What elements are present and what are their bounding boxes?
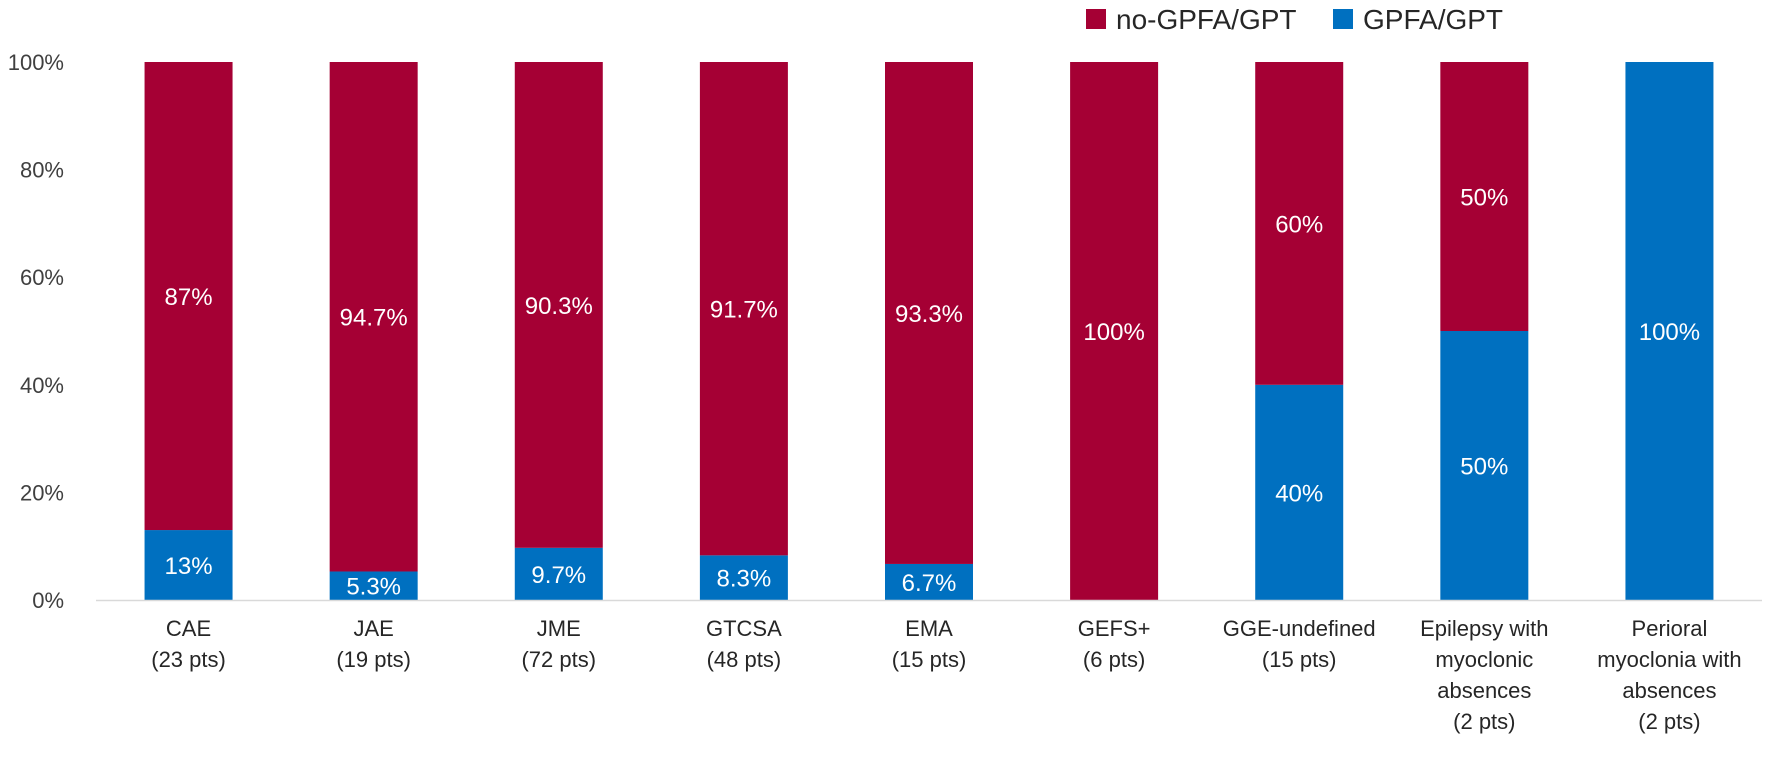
data-label: 8.3%: [717, 566, 772, 593]
category-label: Perioral myoclonia with absences (2 pts): [1597, 616, 1741, 734]
data-label: 40%: [1275, 480, 1323, 507]
bar-segment-gpfa-gpt: [885, 563, 973, 600]
y-tick-label: 0%: [32, 588, 64, 613]
category-label: EMA (15 pts): [892, 616, 967, 672]
data-label: 100%: [1639, 319, 1700, 346]
bar-segment-gpfa-gpt: [699, 555, 788, 600]
bar-segment-gpfa-gpt: [514, 547, 603, 600]
data-label: 87%: [165, 284, 213, 311]
data-label: 100%: [1083, 319, 1144, 346]
bar-segment-no-gpfa-gpt: [514, 62, 603, 548]
bar-segment-gpfa-gpt: [1440, 331, 1529, 600]
y-tick-label: 80%: [20, 158, 64, 183]
category-label: JME (72 pts): [521, 616, 596, 672]
bar-segment-no-gpfa-gpt: [329, 62, 418, 572]
data-label: 5.3%: [346, 574, 401, 601]
data-label: 6.7%: [902, 570, 957, 597]
x-axis: CAE (23 pts) JAE (19 pts) JME (72 pts) GTCSA (4…: [96, 599, 1762, 734]
y-tick-label: 40%: [20, 373, 64, 398]
data-label: 9.7%: [531, 562, 586, 589]
y-tick-label: 100%: [8, 50, 64, 75]
y-tick-label: 20%: [20, 480, 64, 505]
bar-segment-gpfa-gpt: [1625, 62, 1714, 600]
category-label: CAE (23 pts): [151, 616, 226, 672]
category-label: GEFS+ (6 pts): [1078, 616, 1151, 672]
bar-segment-no-gpfa-gpt: [1440, 62, 1529, 331]
category-label: GTCSA (48 pts): [706, 616, 782, 672]
bar-segment-no-gpfa-gpt: [144, 62, 233, 531]
legend-swatch: [1086, 9, 1106, 29]
category-label: Epilepsy with myoclonic absences (2 pts): [1420, 616, 1548, 734]
bars: 13% 87% 5.3% 94.7% 9.7% 90.3% 8.3% 91.7% 6.7% 93.…: [144, 62, 1714, 601]
category-label: GGE-undefined (15 pts): [1223, 616, 1376, 672]
legend: no-GPFA/GPT GPFA/GPT: [1086, 4, 1503, 35]
y-axis: 0% 20% 40% 60% 80% 100%: [8, 50, 64, 613]
bar-segment-gpfa-gpt: [329, 571, 418, 600]
legend-label: GPFA/GPT: [1363, 4, 1503, 35]
legend-label: no-GPFA/GPT: [1116, 4, 1297, 35]
data-label: 60%: [1275, 211, 1323, 238]
bar-segment-no-gpfa-gpt: [1255, 62, 1344, 385]
legend-swatch: [1333, 9, 1353, 29]
data-label: 50%: [1460, 185, 1508, 212]
data-label: 93.3%: [895, 301, 963, 328]
bar-segment-gpfa-gpt: [1255, 384, 1344, 600]
data-label: 91.7%: [710, 297, 778, 324]
data-label: 94.7%: [340, 305, 408, 332]
data-label: 50%: [1460, 454, 1508, 481]
bar-segment-no-gpfa-gpt: [885, 62, 973, 564]
data-label: 13%: [165, 553, 213, 580]
data-label: 90.3%: [525, 293, 593, 320]
category-label: JAE (19 pts): [336, 616, 411, 672]
bar-segment-no-gpfa-gpt: [699, 62, 788, 556]
bar-segment-gpfa-gpt: [144, 530, 233, 600]
y-tick-label: 60%: [20, 265, 64, 290]
bar-segment-no-gpfa-gpt: [1070, 62, 1159, 600]
